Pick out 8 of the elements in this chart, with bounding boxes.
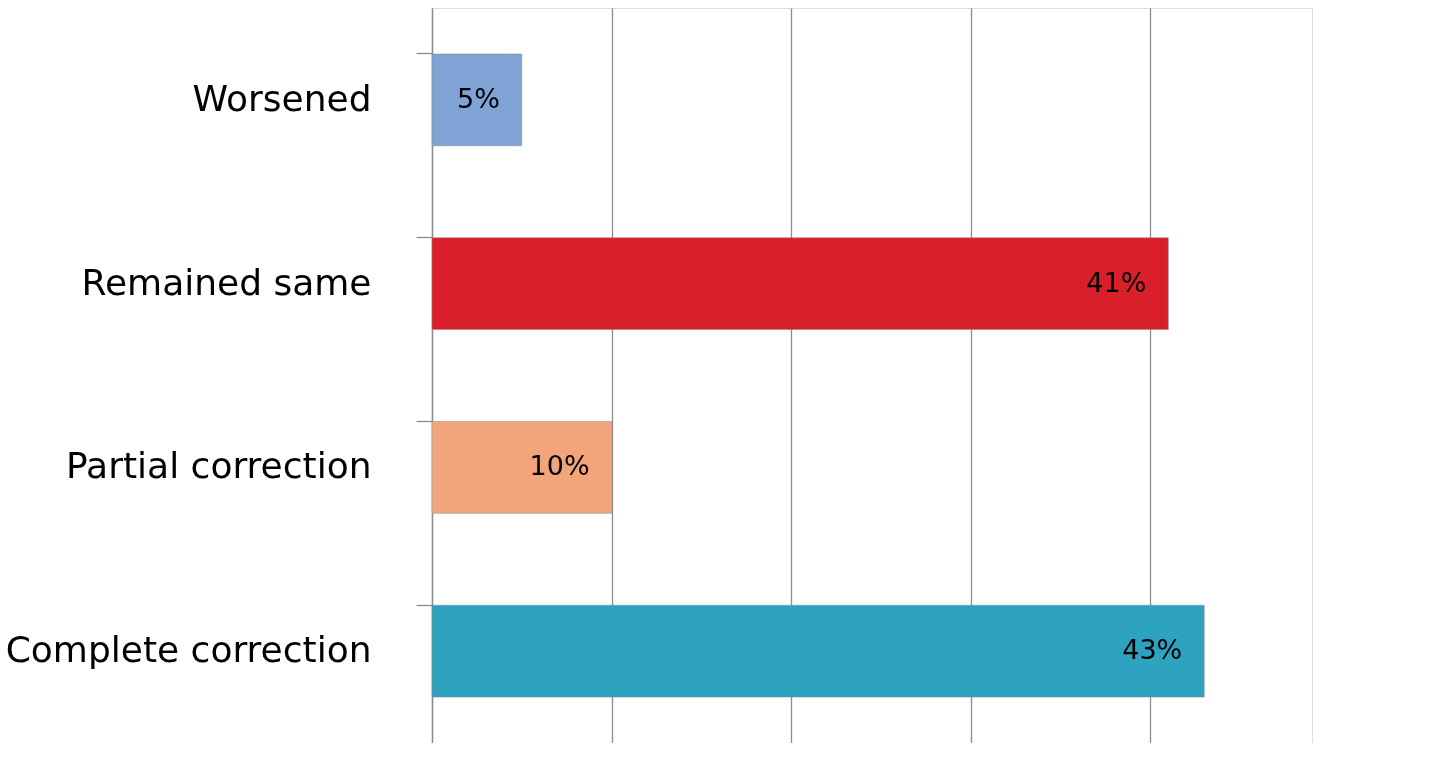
y-tick-label: Partial correction — [66, 445, 372, 487]
y-tick-label: Complete correction — [5, 629, 372, 671]
data-label: 43% — [1122, 634, 1183, 666]
data-label: 41% — [1086, 266, 1147, 298]
y-tick-label: Worsened — [192, 77, 372, 119]
data-label: 10% — [529, 450, 590, 482]
data-label: 5% — [456, 82, 500, 114]
y-tick-label: Remained same — [81, 261, 372, 303]
